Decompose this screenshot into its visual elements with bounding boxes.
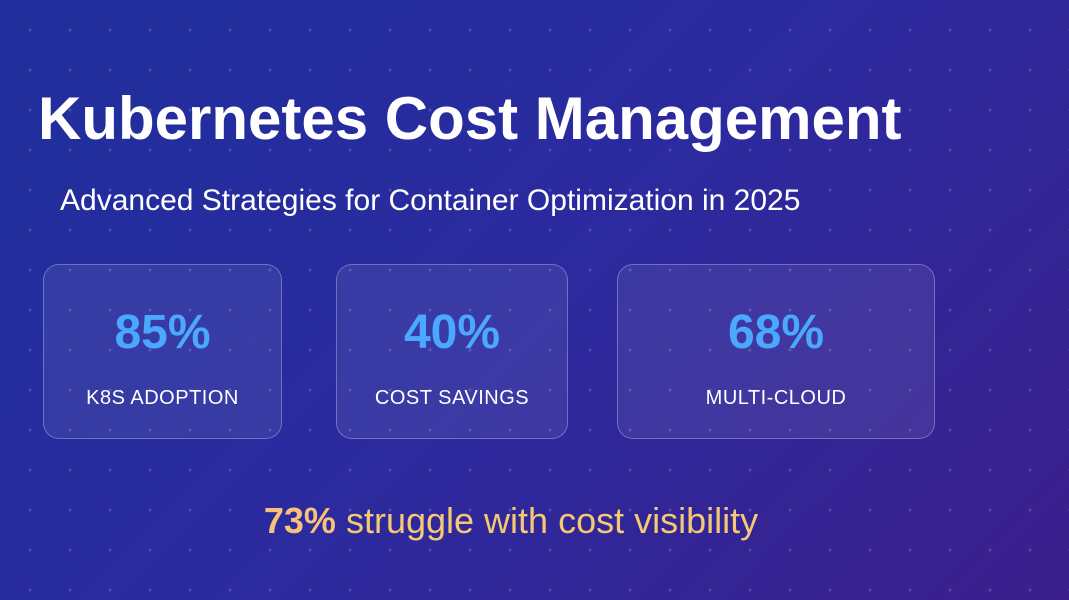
stat-card: 68% MULTI-CLOUD [617, 264, 935, 439]
stat-value: 40% [403, 306, 501, 359]
stat-label: COST SAVINGS [374, 387, 530, 409]
stat-label: MULTI-CLOUD [705, 387, 847, 409]
title: Kubernetes Cost Management [38, 85, 902, 152]
callout-text: struggle with cost visibility [345, 500, 759, 541]
stat-card: 85% K8S ADOPTION [43, 264, 282, 439]
callout: 73% struggle with cost visibility [0, 500, 1022, 542]
stat-card: 40% COST SAVINGS [336, 264, 568, 439]
stat-label: K8S ADOPTION [86, 387, 239, 409]
stat-value: 68% [727, 306, 825, 359]
stat-value: 85% [114, 306, 211, 359]
subtitle: Advanced Strategies for Container Optimi… [60, 184, 801, 217]
callout-highlight: 73% [263, 500, 336, 541]
